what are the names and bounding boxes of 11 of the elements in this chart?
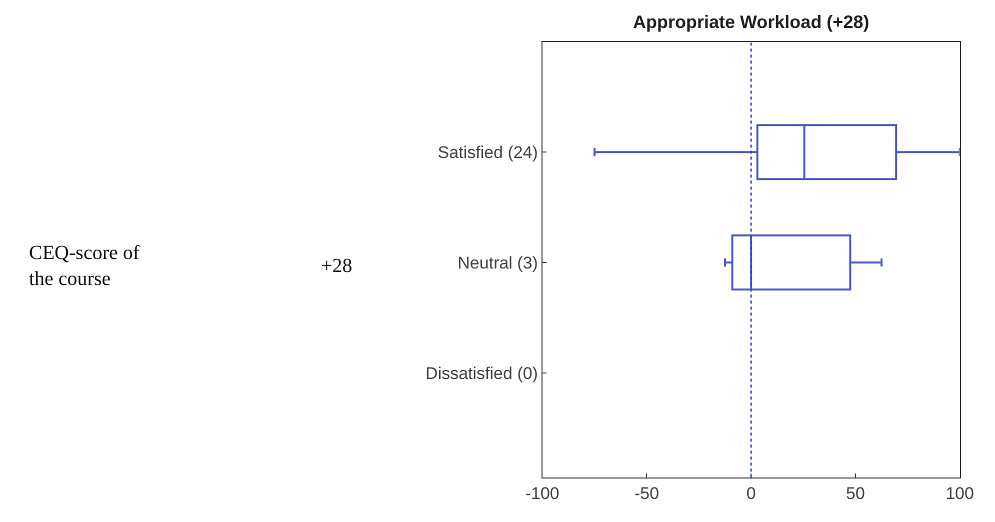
chart-title: Appropriate Workload (+28) bbox=[633, 12, 870, 32]
x-tick-label: -100 bbox=[525, 484, 560, 504]
text: CEQ-score of the course bbox=[29, 242, 140, 290]
x-tick-label: 50 bbox=[846, 484, 865, 504]
y-tick-label: Dissatisfied (0) bbox=[426, 364, 538, 383]
x-tick-label: -50 bbox=[634, 484, 660, 504]
x-tick-label: 0 bbox=[746, 484, 756, 504]
x-tick-label: 100 bbox=[946, 484, 974, 504]
text: +28 bbox=[321, 255, 352, 277]
y-tick-label: Satisfied (24) bbox=[438, 143, 538, 162]
y-tick-label: Neutral (3) bbox=[458, 253, 538, 272]
